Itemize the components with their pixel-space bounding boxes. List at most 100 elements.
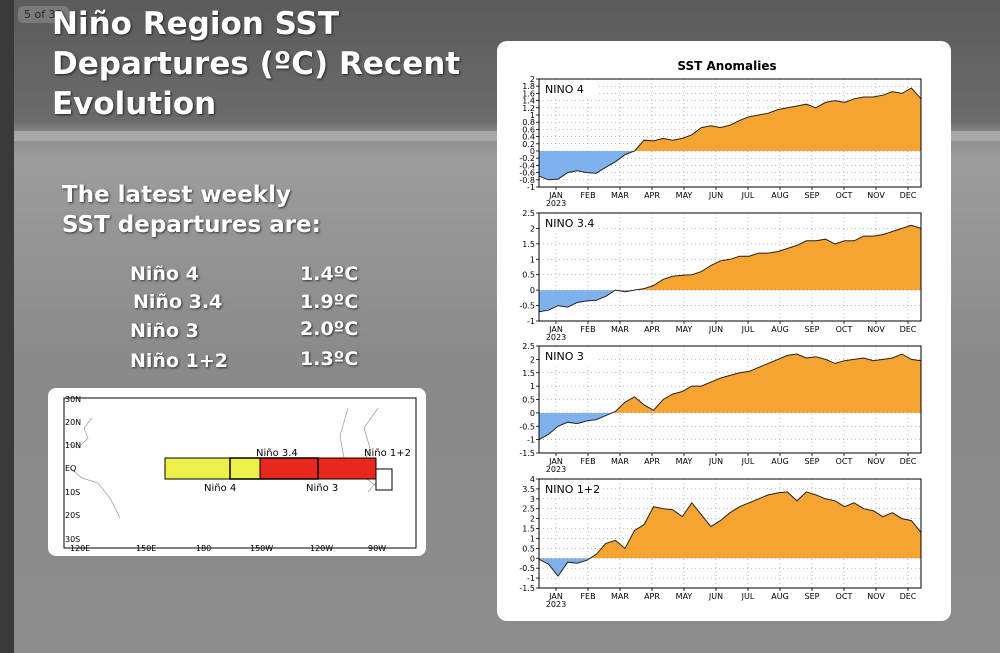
panel-name-label: NINO 1+2	[545, 483, 600, 496]
x-tick-label: JUN	[708, 457, 723, 466]
y-tick-label: 3.5	[522, 485, 535, 494]
y-tick-label: -0.2	[519, 154, 535, 163]
negative-anomaly-area	[539, 558, 921, 577]
panel-1: -1-0.8-0.6-0.4-0.200.20.40.60.811.21.41.…	[519, 75, 922, 208]
y-tick-label: 2	[530, 355, 535, 364]
y-tick-label: 0.8	[522, 118, 535, 127]
y-tick-label: 0.5	[522, 271, 535, 280]
x-tick-label: FEB	[580, 325, 595, 334]
positive-anomaly-area	[539, 354, 921, 413]
y-tick-label: 2	[530, 515, 535, 524]
positive-anomaly-area	[539, 88, 921, 151]
y-tick-label: 2.5	[522, 342, 535, 351]
region-name-nino12: Niño 1+2	[130, 350, 228, 372]
y-tick-label: 0	[530, 554, 535, 563]
nino34-region-box	[229, 457, 319, 480]
x-tick-label: JAN	[548, 592, 563, 601]
x-tick-label: SEP	[805, 592, 820, 601]
y-tick-label: 1	[530, 255, 535, 264]
y-tick-label: -0.4	[519, 161, 535, 170]
x-tick-label: JUL	[741, 457, 755, 466]
region-name-nino34: Niño 3.4	[133, 291, 223, 313]
x-tick-label: MAR	[611, 457, 629, 466]
x-tick-label: JUN	[708, 325, 723, 334]
lon-label-120w: 120W	[310, 544, 333, 553]
y-tick-label: 4	[530, 475, 535, 484]
panel-frame	[538, 478, 922, 589]
anomaly-series-line	[538, 353, 922, 441]
x-tick-label: FEB	[580, 457, 595, 466]
title-line-2: Departures (ºC) Recent	[52, 46, 461, 82]
y-tick-label: -0.6	[519, 169, 535, 178]
x-tick-label: NOV	[867, 592, 885, 601]
subtitle-line-2: SST departures are:	[62, 212, 321, 238]
lon-label-180: 180	[196, 544, 211, 553]
lat-label-30n: 30N	[65, 395, 81, 404]
x-tick-label: AUG	[771, 191, 789, 200]
y-tick-label: 1.4	[522, 97, 535, 106]
y-tick-label: 1.5	[522, 240, 535, 249]
nino4-region-box	[164, 457, 261, 480]
lat-label-30s: 30S	[65, 535, 80, 544]
subtitle-line-1: The latest weekly	[62, 182, 291, 208]
x-tick-label: DEC	[900, 592, 917, 601]
x-tick-label: NOV	[867, 191, 885, 200]
y-tick-label: 2.5	[522, 209, 535, 218]
anomaly-series-line	[538, 87, 922, 181]
panel-frame	[538, 212, 922, 322]
x-tick-label: DEC	[900, 191, 917, 200]
nino12-box-label: Niño 1+2	[364, 448, 411, 459]
positive-anomaly-area	[590, 491, 921, 559]
x-tick-label: MAY	[676, 191, 693, 200]
y-tick-label: 1.2	[522, 104, 535, 113]
panel-frame	[538, 78, 922, 188]
y-tick-label: 0	[530, 409, 535, 418]
lat-label-20s: 20S	[65, 511, 80, 520]
x-tick-label: MAR	[611, 592, 629, 601]
y-tick-label: -0.8	[519, 176, 535, 185]
x-tick-label: OCT	[836, 191, 853, 200]
panel-name-background	[543, 82, 599, 96]
x-tick-label: AUG	[771, 325, 789, 334]
y-tick-label: 1.6	[522, 89, 535, 98]
negative-anomaly-area	[539, 412, 921, 440]
anomaly-series-line	[538, 491, 922, 577]
y-tick-label: 0.2	[522, 140, 535, 149]
panel-name-label: NINO 4	[545, 83, 584, 96]
longitude-labels: 120E 150E 180 150W 120W 90W	[70, 544, 386, 553]
x-tick-label: AUG	[771, 592, 789, 601]
positive-anomaly-area	[615, 225, 921, 291]
x-tick-label: NOV	[867, 457, 885, 466]
x-tick-label: DEC	[900, 325, 917, 334]
y-tick-label: 0.6	[522, 125, 535, 134]
y-tick-label: 0	[530, 147, 535, 156]
year-label: 2023	[546, 333, 566, 342]
x-tick-label: JUL	[741, 191, 755, 200]
region-name-nino3: Niño 3	[130, 320, 199, 342]
x-tick-label: MAY	[676, 325, 693, 334]
x-tick-label: OCT	[836, 325, 853, 334]
x-tick-label: JUL	[741, 325, 755, 334]
anomaly-series-line	[538, 224, 922, 313]
x-tick-label: AUG	[771, 457, 789, 466]
y-tick-label: 1	[530, 111, 535, 120]
x-tick-label: DEC	[900, 457, 917, 466]
panel-3: -1.5 -1 -0.5 0 0.5 1 1.5 2 2.5 NINO 3 JAN FEB MAR APR…	[519, 342, 922, 474]
sst-anomalies-chart-panel: SST Anomalies -1 -0.8 -0.6 -0.4 -0.2 0 0.2 0.4 0…	[497, 41, 951, 621]
x-tick-label: JAN	[548, 325, 563, 334]
year-label: 2023	[546, 199, 566, 208]
lat-label-eq: EQ	[65, 464, 76, 473]
year-label: 2023	[546, 465, 566, 474]
region-value-nino3: 2.0ºC	[300, 318, 359, 340]
latitude-labels: 30N 20N 10N EQ 10S 20S 30S	[65, 395, 81, 544]
nino-regions-map: 30N 20N 10N EQ 10S 20S 30S 120E 150E 180…	[63, 395, 417, 553]
lon-label-150w: 150W	[250, 544, 273, 553]
y-tick-label: 0.4	[522, 133, 535, 142]
lon-label-120e: 120E	[70, 544, 90, 553]
x-tick-label: APR	[644, 592, 660, 601]
coastline-lines	[65, 407, 379, 519]
y-tick-label: 2	[530, 75, 535, 84]
sst-anomalies-chart: SST Anomalies -1-0.8-0.6-0.4-0.200.20.40…	[519, 59, 922, 609]
x-tick-label: SEP	[805, 325, 820, 334]
nino-regions-map-panel: 30N 20N 10N EQ 10S 20S 30S 120E 150E 180…	[48, 388, 426, 556]
